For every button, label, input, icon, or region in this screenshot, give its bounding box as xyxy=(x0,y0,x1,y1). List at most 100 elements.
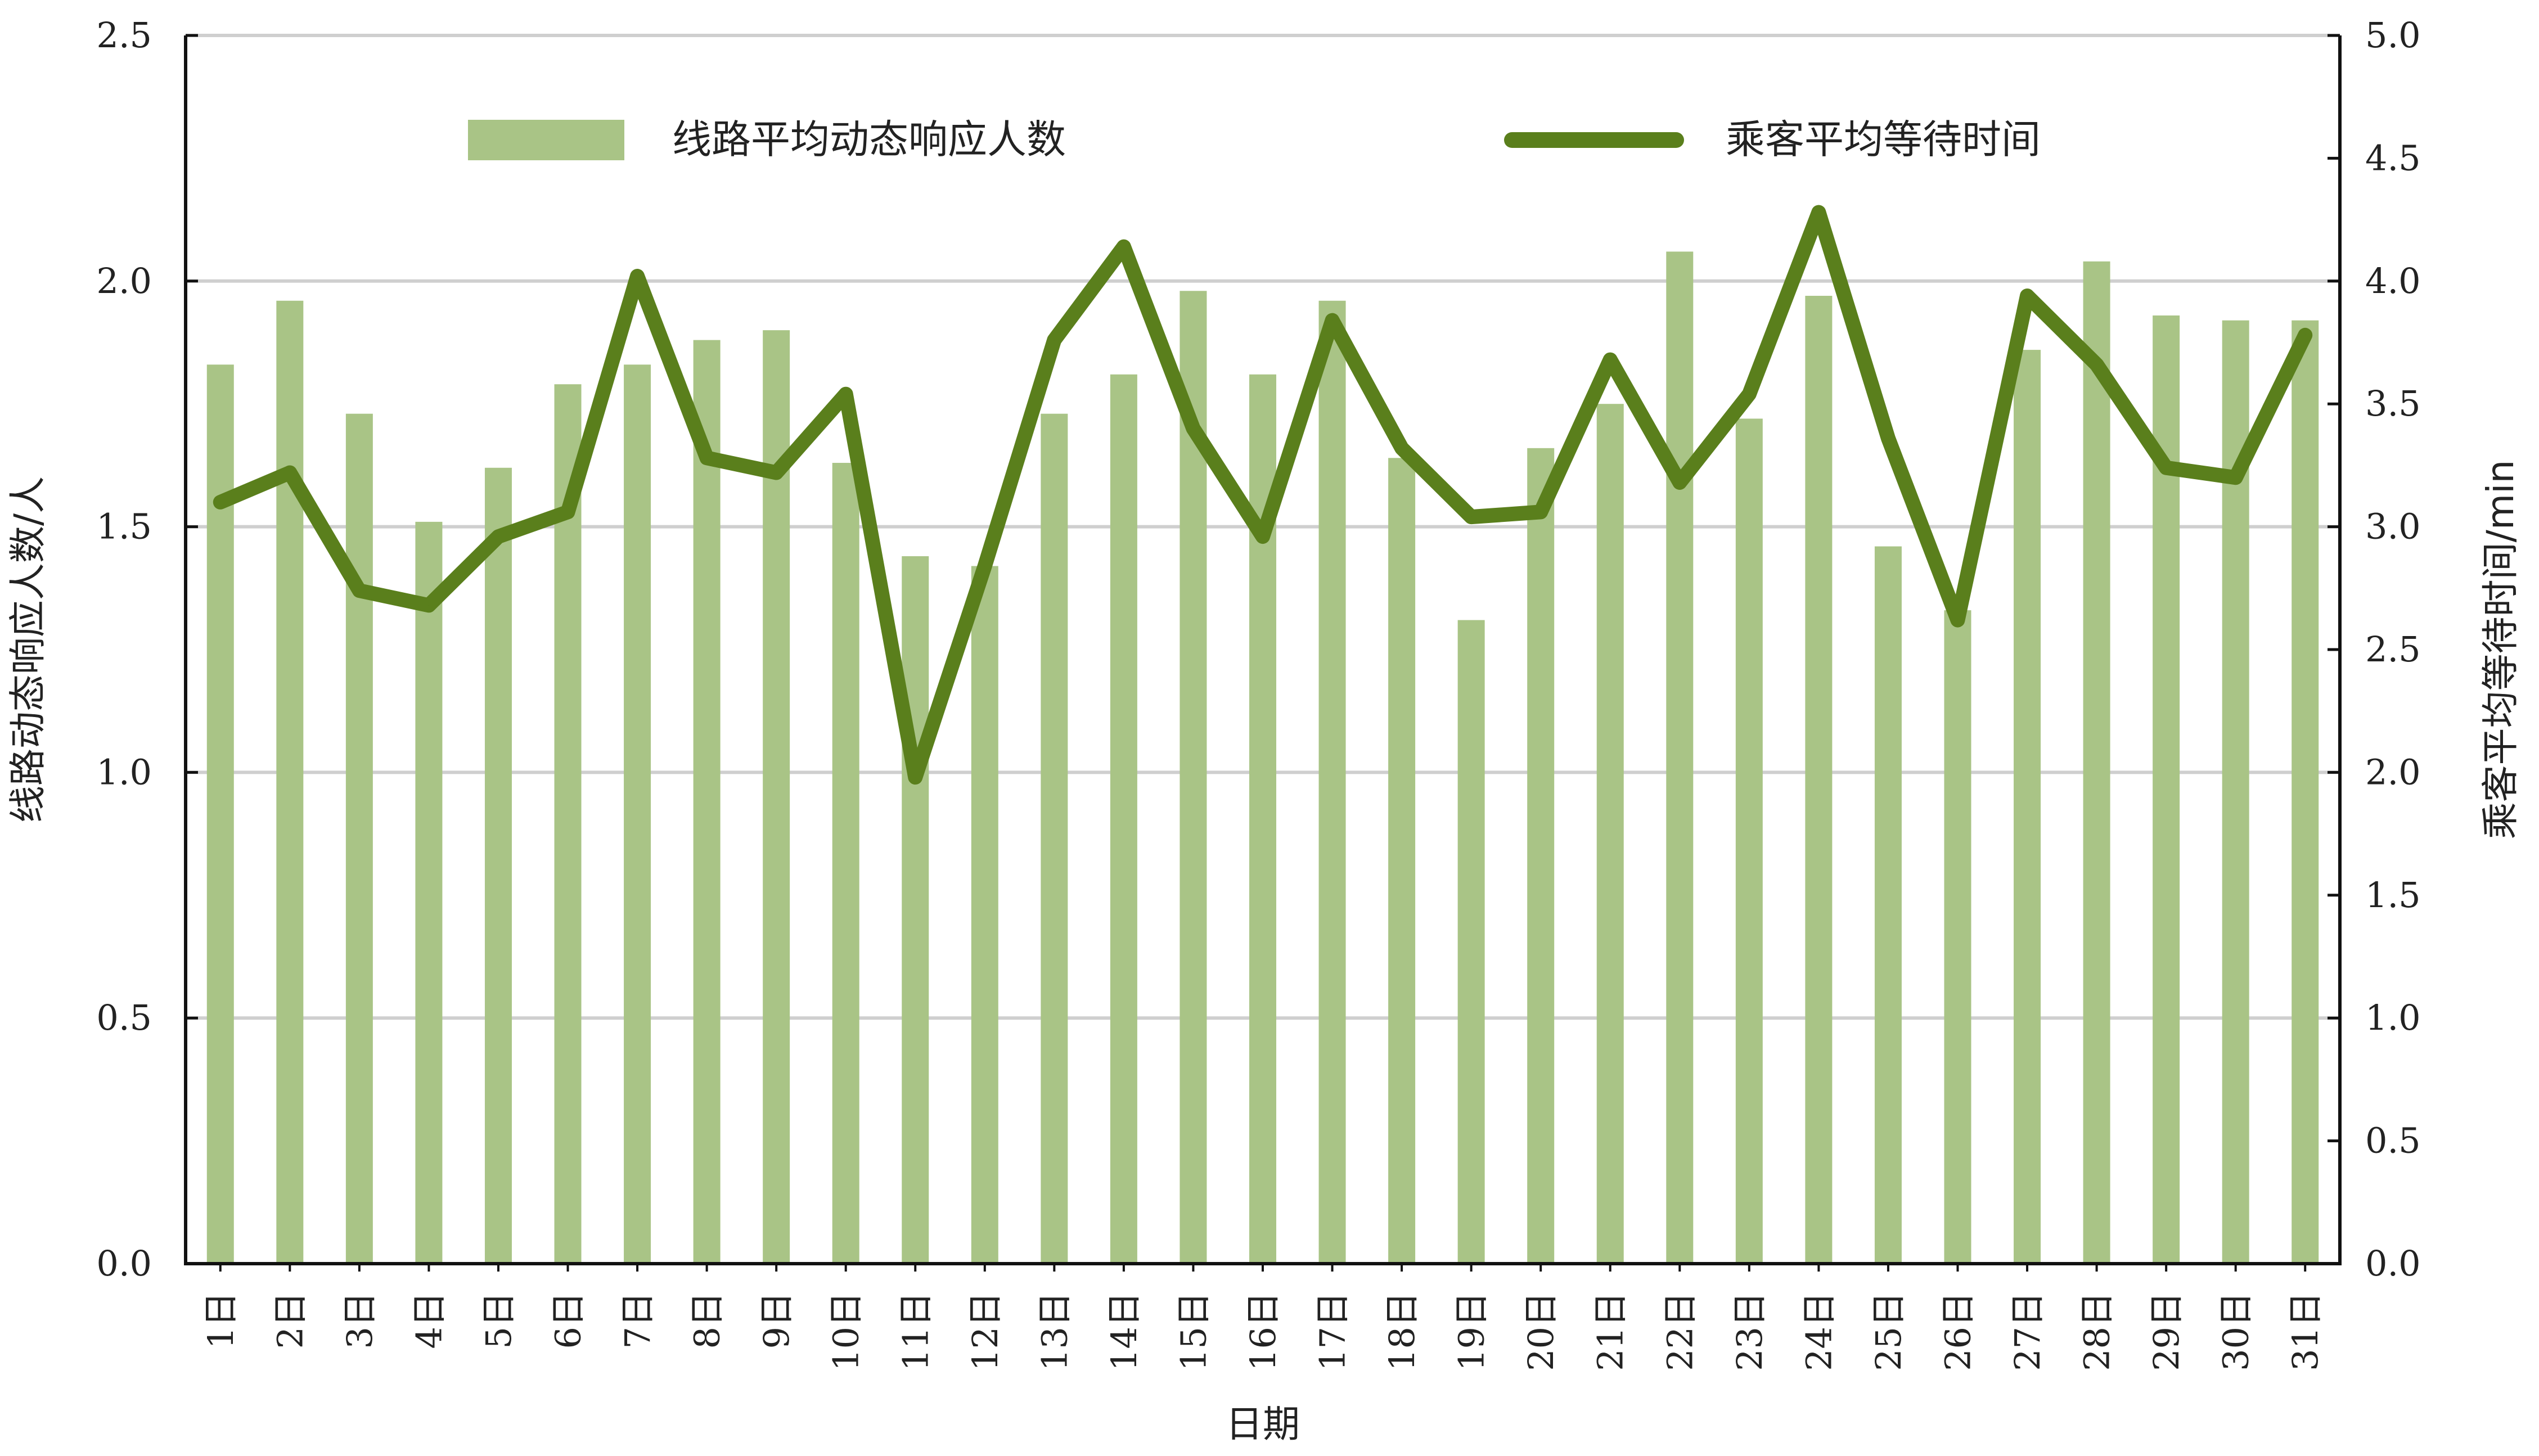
right-tick-label: 1.0 xyxy=(2365,997,2421,1038)
x-tick-label: 21日 xyxy=(1590,1292,1631,1371)
bar xyxy=(2014,350,2041,1264)
line-point xyxy=(1123,246,1124,247)
line-point xyxy=(845,393,847,395)
line-point xyxy=(915,777,916,778)
line-point xyxy=(1748,393,1750,395)
right-tick-label: 0.5 xyxy=(2365,1120,2421,1161)
x-tick-label: 27日 xyxy=(2007,1292,2048,1371)
x-tick-label: 14日 xyxy=(1104,1292,1145,1371)
right-tick-label: 3.5 xyxy=(2365,383,2421,424)
x-tick-label: 22日 xyxy=(1659,1292,1700,1371)
x-tick-label: 1日 xyxy=(200,1292,241,1349)
line-point xyxy=(2235,477,2236,479)
x-tick-label: 30日 xyxy=(2216,1292,2257,1371)
line-point xyxy=(637,276,638,277)
bar xyxy=(693,340,721,1264)
left-tick-label: 2.5 xyxy=(96,15,152,56)
x-tick-label: 7日 xyxy=(617,1292,658,1349)
x-tick-label: 15日 xyxy=(1173,1292,1214,1371)
bar xyxy=(763,330,790,1264)
x-tick-label: 29日 xyxy=(2146,1292,2187,1371)
bar xyxy=(2292,320,2319,1264)
line-point xyxy=(1470,516,1472,518)
x-tick-label: 11日 xyxy=(895,1292,936,1371)
bar-series xyxy=(206,251,2319,1264)
bar xyxy=(206,364,234,1264)
left-tick-label: 0.5 xyxy=(96,997,152,1038)
bar xyxy=(1596,404,1624,1264)
x-tick-label: 23日 xyxy=(1729,1292,1770,1371)
line-point xyxy=(1957,619,1959,621)
x-tick-label: 10日 xyxy=(826,1292,867,1371)
x-tick-label: 3日 xyxy=(339,1292,380,1349)
right-axis-ticks: 0.0 0.5 1.0 1.5 2.0 2.5 3.0 3.5 4.0 4.5 5.0 xyxy=(2328,15,2421,1284)
line-point xyxy=(776,472,777,474)
line-point xyxy=(1609,359,1611,360)
legend-swatch-bar xyxy=(468,120,624,160)
line-series xyxy=(213,205,2313,785)
line-point xyxy=(497,536,499,538)
legend-label-line: 乘客平均等待时间 xyxy=(1726,116,2041,163)
x-tick-label: 25日 xyxy=(1868,1292,1909,1371)
left-tick-label: 2.0 xyxy=(96,260,152,301)
right-tick-label: 1.5 xyxy=(2365,874,2421,916)
x-tick-label: 13日 xyxy=(1034,1292,1075,1371)
left-tick-label: 1.5 xyxy=(96,506,152,547)
line-point xyxy=(567,511,569,513)
line-point xyxy=(2304,334,2306,336)
right-tick-label: 3.0 xyxy=(2365,506,2421,547)
x-tick-label: 16日 xyxy=(1243,1292,1284,1371)
line-point xyxy=(1054,339,1055,341)
bar xyxy=(1318,300,1346,1264)
bar xyxy=(624,364,651,1264)
bar xyxy=(2083,261,2110,1264)
x-tick-label: 6日 xyxy=(548,1292,589,1349)
line-point xyxy=(428,605,430,606)
line-point xyxy=(1262,536,1263,538)
x-tick-label: 5日 xyxy=(478,1292,519,1349)
legend: 线路平均动态响应人数 乘客平均等待时间 xyxy=(468,116,2041,163)
bar xyxy=(1805,296,1833,1264)
bar xyxy=(1874,546,1902,1264)
x-tick-label: 28日 xyxy=(2077,1292,2118,1371)
x-axis-ticks: 1日 2日 3日 4日 5日 6日 7日 8日 9日 10日 11日 12日 13日 14日 15日 16日 1… xyxy=(200,1264,2326,1371)
line-point xyxy=(2166,467,2167,468)
bar xyxy=(484,467,512,1264)
line-point xyxy=(358,590,360,592)
bar xyxy=(1944,610,1971,1264)
bar xyxy=(971,566,998,1264)
left-axis-ticks: 0.0 0.5 1.0 1.5 2.0 2.5 xyxy=(96,15,198,1284)
line-point xyxy=(706,457,708,459)
bar xyxy=(1457,620,1485,1264)
bar xyxy=(345,413,373,1264)
x-tick-label: 4日 xyxy=(408,1292,449,1349)
line-point xyxy=(1679,481,1681,483)
bar xyxy=(415,521,443,1264)
x-tick-label: 24日 xyxy=(1798,1292,1839,1371)
right-axis-title: 乘客平均等待时间/min xyxy=(2479,460,2522,840)
left-tick-label: 1.0 xyxy=(96,751,152,792)
x-tick-label: 31日 xyxy=(2285,1292,2326,1371)
line-point xyxy=(1540,511,1542,513)
right-tick-label: 2.5 xyxy=(2365,629,2421,670)
x-tick-label: 18日 xyxy=(1381,1292,1422,1371)
bar xyxy=(832,463,859,1264)
bar xyxy=(902,556,929,1264)
bar xyxy=(276,300,304,1264)
x-tick-label: 2日 xyxy=(269,1292,310,1349)
line-point xyxy=(219,501,221,503)
x-tick-label: 9日 xyxy=(756,1292,797,1349)
left-axis-title: 线路动态响应人数/人 xyxy=(6,476,49,823)
x-tick-label: 20日 xyxy=(1520,1292,1561,1371)
bar xyxy=(1110,374,1137,1264)
right-tick-label: 4.0 xyxy=(2365,260,2421,301)
line-point xyxy=(984,565,985,567)
line-point xyxy=(1192,427,1194,429)
right-tick-label: 4.5 xyxy=(2365,137,2421,178)
x-tick-label: 12日 xyxy=(965,1292,1006,1371)
x-tick-label: 8日 xyxy=(687,1292,728,1349)
line-point xyxy=(2027,295,2028,297)
x-tick-label: 17日 xyxy=(1312,1292,1353,1371)
right-tick-label: 2.0 xyxy=(2365,751,2421,792)
bar xyxy=(554,384,582,1264)
